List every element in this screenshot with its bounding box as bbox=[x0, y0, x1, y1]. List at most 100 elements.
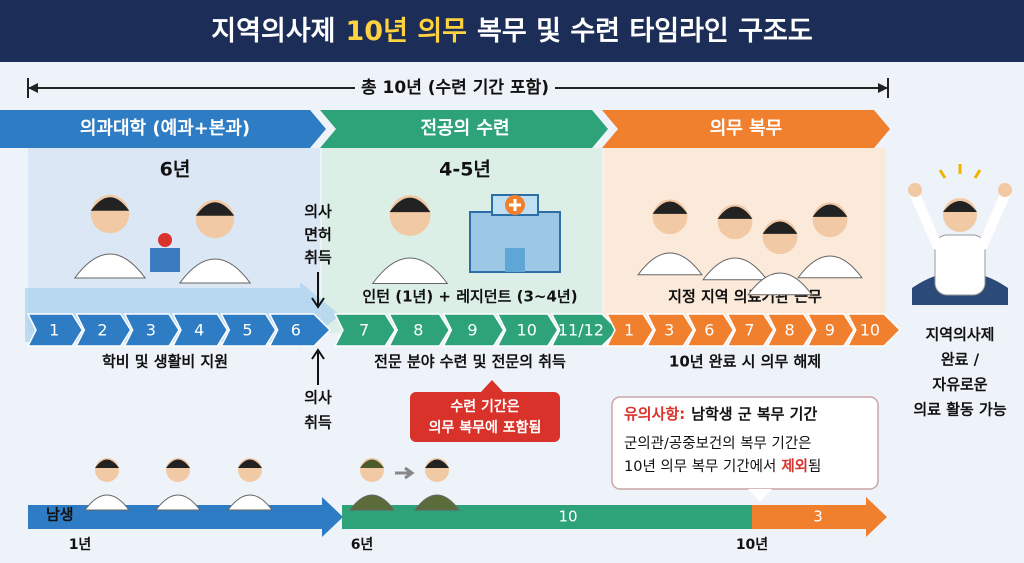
track-tick: 10년 bbox=[736, 537, 768, 553]
phase-header: 전공의 수련 bbox=[420, 118, 509, 139]
track-orange bbox=[752, 497, 887, 537]
step-chevron bbox=[726, 313, 775, 347]
step-chevron bbox=[333, 313, 397, 347]
callout-text: 수련 기간은 bbox=[450, 398, 519, 415]
track-label: 남생 bbox=[46, 506, 74, 524]
figure-hair bbox=[90, 197, 130, 211]
marker-text: 취득 bbox=[304, 249, 332, 267]
phase-duration: 6년 bbox=[160, 159, 191, 181]
span-label: 총 10년 (수련 기간 포함) bbox=[361, 77, 549, 98]
track-tick: 6년 bbox=[351, 537, 374, 553]
title-part: 지역의사제 bbox=[211, 16, 335, 47]
track-tick: 1년 bbox=[69, 537, 92, 553]
marker-arrow bbox=[311, 348, 325, 385]
phase-note: 학비 및 생활비 지원 bbox=[102, 353, 228, 371]
step-chevron bbox=[123, 313, 180, 347]
step-chevron bbox=[496, 313, 559, 347]
notice-text: 10년 의무 복무 기간에서 제외됨 bbox=[624, 457, 821, 475]
notice-highlight: 제외 bbox=[781, 457, 808, 475]
figure-body bbox=[84, 494, 130, 511]
callout-text: 의무 복무에 포함됨 bbox=[429, 419, 542, 436]
span-label-bg bbox=[355, 75, 555, 101]
title-bar bbox=[0, 0, 1024, 62]
step-label: 6 bbox=[704, 321, 714, 340]
step-chevron bbox=[387, 313, 451, 347]
final-line: 완료 / bbox=[941, 351, 980, 369]
figure-hair bbox=[166, 459, 190, 468]
figure-body bbox=[637, 252, 703, 276]
marker-text: 면허 bbox=[304, 226, 332, 244]
marker-text: 취득 bbox=[304, 414, 332, 432]
figure-body bbox=[178, 258, 252, 284]
step-chevron bbox=[268, 313, 332, 347]
final-line: 지역의사제 bbox=[925, 326, 994, 344]
phase-header-bg bbox=[602, 110, 890, 148]
step-label: 10 bbox=[517, 321, 537, 340]
marker-text: 의사 bbox=[304, 203, 332, 221]
figure-body bbox=[747, 272, 813, 296]
notice-box bbox=[611, 396, 879, 490]
figure-body bbox=[371, 257, 449, 284]
track-segment-label: 10 bbox=[558, 508, 577, 526]
track-segment-label: 3 bbox=[813, 508, 823, 526]
figure-hair bbox=[717, 206, 753, 219]
apple bbox=[158, 233, 172, 247]
figure-hair bbox=[812, 204, 848, 217]
step-label: 9 bbox=[467, 321, 477, 340]
figure-body bbox=[73, 253, 147, 279]
step-chevron bbox=[645, 313, 695, 347]
figure-hair bbox=[360, 459, 384, 468]
phase-header: 의무 복무 bbox=[710, 118, 783, 139]
notice-label: 유의사항: bbox=[624, 405, 685, 423]
step-label: 8 bbox=[785, 321, 795, 340]
hospital-icon bbox=[469, 194, 561, 273]
figure-body bbox=[155, 494, 201, 511]
marker-text: 의사 bbox=[304, 389, 332, 407]
step-chevron bbox=[686, 313, 735, 347]
step-label: 7 bbox=[744, 321, 754, 340]
step-chevron bbox=[220, 313, 277, 347]
step-label: 7 bbox=[359, 321, 369, 340]
step-chevron bbox=[846, 313, 902, 347]
figure-hair bbox=[389, 197, 431, 213]
notice-text-part: 10년 의무 복무 기간에서 bbox=[624, 458, 776, 475]
notice-pointer bbox=[748, 489, 772, 502]
phase-caption: 인턴 (1년) + 레지던트 (3~4년) bbox=[362, 288, 577, 306]
transition-arrow bbox=[395, 466, 415, 480]
figure-hair bbox=[95, 459, 119, 468]
step-label: 8 bbox=[413, 321, 423, 340]
figure-body bbox=[797, 255, 863, 279]
step-label: 3 bbox=[146, 321, 156, 340]
phase-header: 의과대학 (예과+본과) bbox=[80, 117, 250, 139]
step-chevron bbox=[171, 313, 229, 347]
step-label: 1 bbox=[624, 321, 634, 340]
figure-body bbox=[349, 494, 395, 511]
phase-header-bg bbox=[0, 110, 326, 148]
figure-hair bbox=[195, 202, 235, 216]
final-line: 자유로운 bbox=[932, 376, 987, 394]
notice-title: 남학생 군 복무 기간 bbox=[691, 405, 817, 423]
notice-text: 군의관/공중보건의 복무 기간은 bbox=[624, 435, 812, 452]
phase-duration: 4-5년 bbox=[439, 159, 491, 181]
step-chevron bbox=[75, 313, 132, 347]
title-highlight: 10년 의무 bbox=[346, 16, 468, 47]
step-label: 10 bbox=[860, 321, 880, 340]
step-label: 4 bbox=[194, 321, 204, 340]
phase-note: 10년 완료 시 의무 해제 bbox=[669, 353, 821, 371]
figure-body bbox=[414, 494, 460, 511]
step-chevron bbox=[766, 313, 815, 347]
track-green bbox=[342, 505, 752, 529]
step-chevron bbox=[806, 313, 855, 347]
phase-note: 전문 분야 수련 및 전문의 취득 bbox=[374, 353, 566, 371]
celebrating-doctor bbox=[908, 164, 1012, 305]
step-chevron bbox=[550, 313, 620, 347]
step-label: 9 bbox=[825, 321, 835, 340]
figure-body bbox=[227, 494, 273, 511]
notice-heading: 유의사항: 남학생 군 복무 기간 bbox=[624, 405, 817, 423]
step-label: 11/12 bbox=[558, 321, 604, 340]
phase-panel bbox=[604, 148, 886, 333]
